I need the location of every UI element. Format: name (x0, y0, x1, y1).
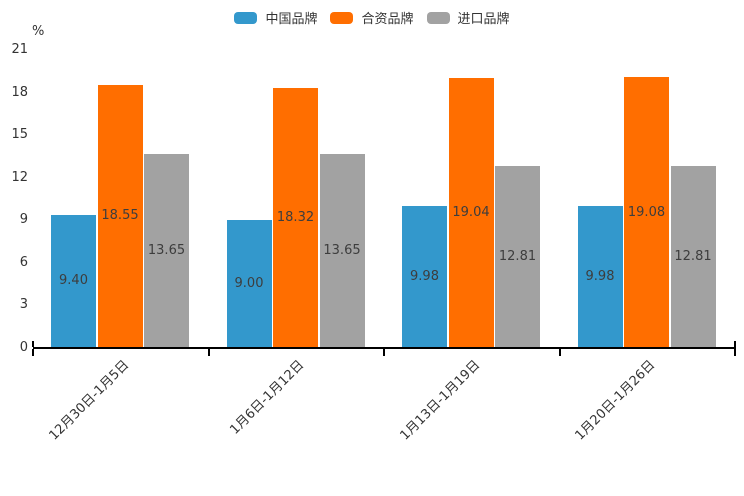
bar-value-label: 12.81 (674, 249, 712, 265)
legend-swatch-series-0 (234, 11, 258, 24)
bar-value-label: 19.04 (452, 204, 490, 220)
y-axis-tick-label: 18 (11, 84, 28, 100)
bar-1-series-2 (319, 154, 365, 348)
bar-2-series-1 (448, 77, 494, 348)
x-axis-tick (383, 349, 385, 356)
bar-2-series-2 (495, 166, 540, 348)
x-axis-label: 1月20日-1月26日 (572, 357, 659, 444)
bar-value-label: 9.40 (59, 273, 88, 289)
x-axis-tick (734, 349, 736, 356)
bar-3-series-2 (670, 166, 716, 348)
x-axis-tick (558, 349, 561, 356)
bar-1-series-0 (226, 220, 272, 348)
bar-1-series-1 (273, 88, 318, 348)
y-axis-tick-label: 0 (19, 340, 28, 355)
x-axis-tick (207, 349, 210, 356)
legend-label-series-2: 进口品牌 (457, 12, 510, 27)
y-axis-tick-label: 21 (11, 42, 28, 57)
bar-value-label: 18.55 (101, 208, 139, 224)
bar-value-label: 9.98 (585, 269, 615, 285)
x-axis-end-cap (734, 341, 736, 347)
x-axis-line (33, 347, 736, 349)
y-axis-tick-label: 15 (11, 127, 28, 143)
y-axis-tick-label: 6 (19, 254, 28, 270)
bar-3-series-1 (624, 77, 669, 348)
legend-label-series-1: 合资品牌 (361, 12, 414, 27)
bar-0-series-0 (51, 214, 96, 348)
y-axis-tick-label: 3 (19, 297, 28, 313)
x-axis-label: 1月6日-1月12日 (227, 357, 308, 438)
legend-item-series-2: 进口品牌 (426, 8, 510, 27)
legend: 中国品牌 合资品牌 进口品牌 (0, 8, 744, 27)
y-axis-unit-label: % (32, 24, 45, 39)
y-axis-tick-label: 12 (11, 169, 28, 185)
bar-2-series-0 (402, 206, 447, 348)
bar-value-label: 19.08 (627, 204, 666, 220)
x-axis-label: 12月30日-1月5日 (46, 357, 133, 444)
bar-value-label: 9.98 (410, 269, 439, 285)
legend-label-series-0: 中国品牌 (265, 12, 318, 27)
y-axis-tick-label: 9 (19, 212, 28, 228)
bar-value-label: 18.32 (276, 210, 315, 225)
x-axis-tick (32, 349, 34, 356)
legend-item-series-0: 中国品牌 (234, 8, 317, 27)
bar-3-series-0 (577, 206, 623, 348)
bar-value-label: 12.81 (498, 249, 537, 265)
legend-swatch-series-2 (426, 11, 450, 24)
bar-0-series-2 (144, 154, 189, 348)
x-axis-label: 1月13日-1月19日 (397, 357, 484, 444)
x-axis-end-cap (32, 341, 34, 347)
legend-item-series-1: 合资品牌 (330, 8, 414, 27)
bar-0-series-1 (97, 84, 143, 348)
bar-value-label: 9.00 (234, 276, 264, 292)
bar-value-label: 13.65 (147, 243, 186, 259)
bar-value-label: 13.65 (323, 243, 361, 259)
legend-swatch-series-1 (330, 11, 354, 24)
